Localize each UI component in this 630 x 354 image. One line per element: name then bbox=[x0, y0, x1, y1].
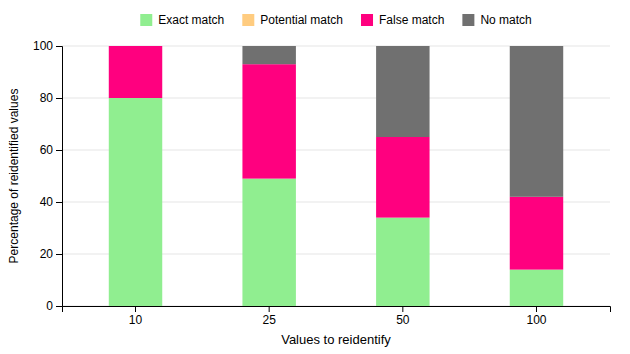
x-tick-label: 25 bbox=[262, 313, 276, 327]
legend-item: Exact match bbox=[140, 13, 224, 27]
legend-swatch bbox=[462, 14, 474, 26]
bar bbox=[242, 46, 295, 64]
y-tick-label: 80 bbox=[40, 91, 54, 105]
plot: 10 25 50 100 0 20 40 60 80 100 Values to reidentif… bbox=[7, 39, 611, 347]
bar bbox=[242, 64, 295, 178]
y-tick: 80 bbox=[40, 91, 62, 105]
bar bbox=[242, 179, 295, 306]
y-tick-label: 100 bbox=[33, 39, 53, 53]
x-axis: 10 25 50 100 bbox=[63, 306, 611, 327]
x-tick: 100 bbox=[526, 306, 546, 327]
y-tick-mark bbox=[56, 98, 62, 99]
grid bbox=[62, 46, 610, 306]
x-tick-mark bbox=[135, 306, 136, 312]
y-axis: 0 20 40 60 80 100 bbox=[33, 39, 63, 313]
y-axis-line bbox=[56, 47, 63, 307]
legend: Exact match Potential match False match No … bbox=[140, 13, 531, 27]
legend-item: Potential match bbox=[242, 13, 343, 27]
legend-label: No match bbox=[480, 13, 531, 27]
y-tick-mark bbox=[56, 150, 62, 151]
bar bbox=[510, 46, 563, 197]
bar bbox=[109, 46, 162, 98]
bar bbox=[376, 137, 429, 218]
y-tick: 20 bbox=[40, 247, 62, 261]
legend-item: No match bbox=[462, 13, 531, 27]
x-tick: 50 bbox=[396, 306, 410, 327]
x-tick-label: 50 bbox=[396, 313, 410, 327]
legend-label: Exact match bbox=[158, 13, 224, 27]
x-tick-mark bbox=[269, 306, 270, 312]
x-axis-line bbox=[63, 307, 611, 313]
x-tick-mark bbox=[402, 306, 403, 312]
y-tick-mark bbox=[56, 46, 62, 47]
y-tick: 40 bbox=[40, 195, 62, 209]
y-axis-title: Percentage of reidentified values bbox=[7, 89, 21, 264]
x-tick-label: 10 bbox=[129, 313, 143, 327]
x-tick: 10 bbox=[129, 306, 143, 327]
series bbox=[109, 46, 563, 270]
y-tick: 100 bbox=[33, 39, 62, 53]
y-tick-mark bbox=[56, 202, 62, 203]
y-tick-label: 60 bbox=[40, 143, 54, 157]
legend-item: False match bbox=[361, 13, 444, 27]
x-tick: 25 bbox=[262, 306, 276, 327]
bar bbox=[510, 197, 563, 270]
x-tick-label: 100 bbox=[526, 313, 546, 327]
bars bbox=[109, 46, 563, 306]
x-tick-mark bbox=[536, 306, 537, 312]
bar bbox=[376, 46, 429, 137]
y-tick-label: 20 bbox=[40, 247, 54, 261]
legend-label: False match bbox=[379, 13, 444, 27]
x-axis-title: Values to reidentify bbox=[281, 332, 391, 347]
legend-label: Potential match bbox=[260, 13, 343, 27]
chart: 10 25 50 100 0 20 40 60 80 100 Values to reidentif… bbox=[0, 0, 630, 354]
series bbox=[109, 98, 563, 306]
y-tick: 0 bbox=[46, 299, 62, 313]
series bbox=[242, 46, 563, 197]
y-tick-mark bbox=[56, 254, 62, 255]
legend-swatch bbox=[140, 14, 152, 26]
legend-swatch bbox=[242, 14, 254, 26]
y-tick: 60 bbox=[40, 143, 62, 157]
bar bbox=[109, 46, 162, 47]
y-tick-mark bbox=[56, 306, 62, 307]
legend-swatch bbox=[361, 14, 373, 26]
y-tick-label: 0 bbox=[46, 299, 53, 313]
bar bbox=[376, 218, 429, 306]
bar bbox=[109, 98, 162, 306]
y-tick-label: 40 bbox=[40, 195, 54, 209]
bar bbox=[510, 270, 563, 306]
